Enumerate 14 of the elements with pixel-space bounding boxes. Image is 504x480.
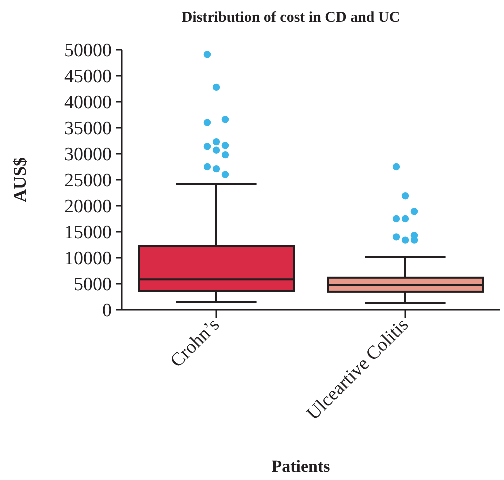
y-tick-label: 45000 <box>64 66 112 88</box>
y-tick-label: 50000 <box>64 40 112 62</box>
y-tick-label: 40000 <box>64 92 112 114</box>
y-tick-label: 25000 <box>64 170 112 192</box>
y-tick-label: 15000 <box>64 222 112 244</box>
y-tick-label: 20000 <box>64 196 112 218</box>
y-tick-label: 35000 <box>64 118 112 140</box>
y-tick-label: 30000 <box>64 144 112 166</box>
y-tick-label: 0 <box>102 300 112 322</box>
x-axis-title: Patients <box>272 457 331 476</box>
chart-title: Distribution of cost in CD and UC <box>182 10 400 26</box>
y-tick-label: 10000 <box>64 248 112 270</box>
y-axis-title: AUS$ <box>10 157 30 203</box>
y-tick-label: 5000 <box>74 274 112 296</box>
